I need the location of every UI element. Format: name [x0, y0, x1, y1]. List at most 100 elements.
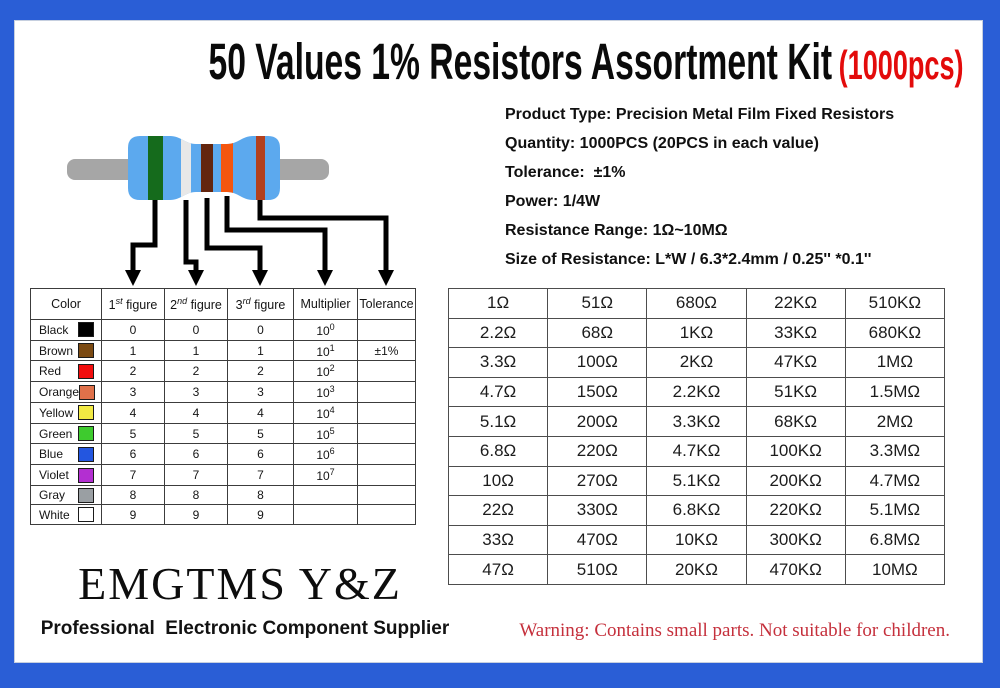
band-2nd-figure [181, 136, 191, 200]
resistance-value-cell: 270Ω [547, 465, 648, 497]
resistance-value-cell: 1KΩ [646, 317, 747, 349]
figure-cell: 0 [101, 319, 165, 341]
tolerance-cell [357, 484, 416, 506]
values-table-row: 33Ω 470Ω 10KΩ 300KΩ 6.8MΩ [447, 524, 946, 556]
color-swatch [79, 384, 96, 400]
resistance-value-cell: 2.2KΩ [646, 376, 747, 408]
color-table-row: White 9 9 9 [30, 504, 416, 525]
spec-line: Product Type: Precision Metal Film Fixed… [505, 106, 895, 123]
figure-cell: 4 [227, 401, 294, 424]
figure-cell: 4 [164, 401, 228, 424]
resistance-value-cell: 2KΩ [646, 347, 747, 378]
figure-cell: 9 [227, 504, 294, 525]
band-pointer-arrows [130, 196, 389, 272]
figure-cell: 9 [101, 504, 165, 525]
figure-cell: 8 [164, 484, 228, 506]
tolerance-cell [357, 422, 416, 445]
spec-line: Size of Resistance: L*W / 6.3*2.4mm / 0.… [505, 251, 872, 268]
color-swatch [78, 363, 94, 379]
values-table-row: 22Ω 330Ω 6.8KΩ 220KΩ 5.1MΩ [447, 495, 946, 526]
values-table-row: 2.2Ω 68Ω 1KΩ 33KΩ 680KΩ [447, 317, 946, 349]
resistance-value-cell: 510KΩ [844, 288, 946, 319]
color-name: Red [39, 364, 62, 379]
page-title: 50 Values 1% Resistors Assortment Kit (10… [14, 32, 983, 91]
figure-cell: 0 [227, 319, 294, 341]
resistance-value-cell: 51Ω [547, 288, 648, 319]
resistance-value-cell: 470Ω [547, 524, 648, 556]
tolerance-cell [357, 464, 416, 486]
color-name: Orange [39, 385, 80, 400]
figure-cell: 5 [101, 422, 165, 445]
resistance-value-cell: 150Ω [547, 376, 648, 408]
figure-cell: 2 [227, 360, 294, 383]
color-table-row: Gray 8 8 8 [30, 484, 416, 506]
tolerance-cell: ±1% [357, 339, 416, 362]
resistance-value-cell: 10Ω [447, 465, 549, 497]
content-panel: 50 Values 1% Resistors Assortment Kit (10… [14, 20, 983, 663]
resistance-value-cell: 5.1MΩ [844, 495, 946, 526]
resistance-value-cell: 6.8MΩ [844, 524, 946, 556]
figure-cell: 7 [164, 464, 228, 486]
resistance-value-cell: 22Ω [447, 495, 549, 526]
multiplier-cell: 106 [293, 443, 358, 466]
color-swatch [78, 322, 94, 338]
multiplier-cell: 100 [293, 319, 358, 341]
resistance-value-cell: 33KΩ [745, 317, 846, 349]
resistance-value-cell: 47KΩ [745, 347, 846, 378]
resistance-value-cell: 510Ω [547, 554, 648, 585]
resistance-value-cell: 3.3Ω [447, 347, 549, 378]
resistance-value-cell: 200KΩ [745, 465, 846, 497]
color-table-row: Violet 7 7 7 107 [30, 464, 416, 486]
resistance-value-cell: 680KΩ [844, 317, 946, 349]
values-table-row: 47Ω 510Ω 20KΩ 470KΩ 10MΩ [447, 554, 946, 585]
color-table-row: Brown 1 1 1 101 ±1% [30, 339, 416, 362]
figure-cell: 0 [164, 319, 228, 341]
multiplier-cell [293, 504, 358, 525]
figure-cell: 8 [227, 484, 294, 506]
resistance-value-cell: 68Ω [547, 317, 648, 349]
resistance-value-cell: 5.1Ω [447, 406, 549, 437]
resistance-value-cell: 10KΩ [646, 524, 747, 556]
title-piece-count: (1000pcs) [838, 42, 964, 88]
color-name: Brown [39, 343, 74, 358]
resistance-value-cell: 2MΩ [844, 406, 946, 437]
resistance-value-cell: 3.3MΩ [844, 435, 946, 467]
color-table-header: Multiplier [293, 288, 358, 320]
tolerance-cell [357, 401, 416, 424]
brand-tagline: Professional Electronic Component Suppli… [40, 618, 450, 639]
band-3rd-figure [201, 136, 213, 200]
figure-cell: 1 [164, 339, 228, 362]
resistance-value-cell: 47Ω [447, 554, 549, 585]
values-table-row: 4.7Ω 150Ω 2.2KΩ 51KΩ 1.5MΩ [447, 376, 946, 408]
resistor-diagram [67, 136, 394, 286]
color-swatch [78, 426, 94, 442]
multiplier-cell: 101 [293, 339, 358, 362]
multiplier-cell: 102 [293, 360, 358, 383]
figure-cell: 2 [164, 360, 228, 383]
figure-cell: 3 [227, 381, 294, 403]
figure-cell: 6 [164, 443, 228, 466]
resistance-value-cell: 200Ω [547, 406, 648, 437]
color-swatch [78, 343, 94, 359]
resistance-value-cell: 6.8KΩ [646, 495, 747, 526]
resistance-value-cell: 100KΩ [745, 435, 846, 467]
tolerance-cell [357, 504, 416, 525]
resistance-value-cell: 330Ω [547, 495, 648, 526]
resistance-value-cell: 2.2Ω [447, 317, 549, 349]
figure-cell: 4 [101, 401, 165, 424]
values-table-row: 1Ω 51Ω 680Ω 22KΩ 510KΩ [447, 288, 946, 319]
color-table-row: Green 5 5 5 105 [30, 422, 416, 445]
color-swatch [78, 507, 94, 523]
resistance-value-cell: 680Ω [646, 288, 747, 319]
color-table-header: 3rd figure [227, 288, 294, 320]
color-name: Green [39, 426, 73, 441]
band-multiplier [221, 136, 233, 200]
figure-cell: 5 [164, 422, 228, 445]
color-code-table: Color 1st figure 2nd figure 3rd figure Multi… [30, 288, 416, 525]
values-table-row: 5.1Ω 200Ω 3.3KΩ 68KΩ 2MΩ [447, 406, 946, 437]
resistance-value-cell: 4.7KΩ [646, 435, 747, 467]
resistance-value-cell: 4.7MΩ [844, 465, 946, 497]
band-1st-figure [148, 136, 163, 200]
multiplier-cell: 104 [293, 401, 358, 424]
